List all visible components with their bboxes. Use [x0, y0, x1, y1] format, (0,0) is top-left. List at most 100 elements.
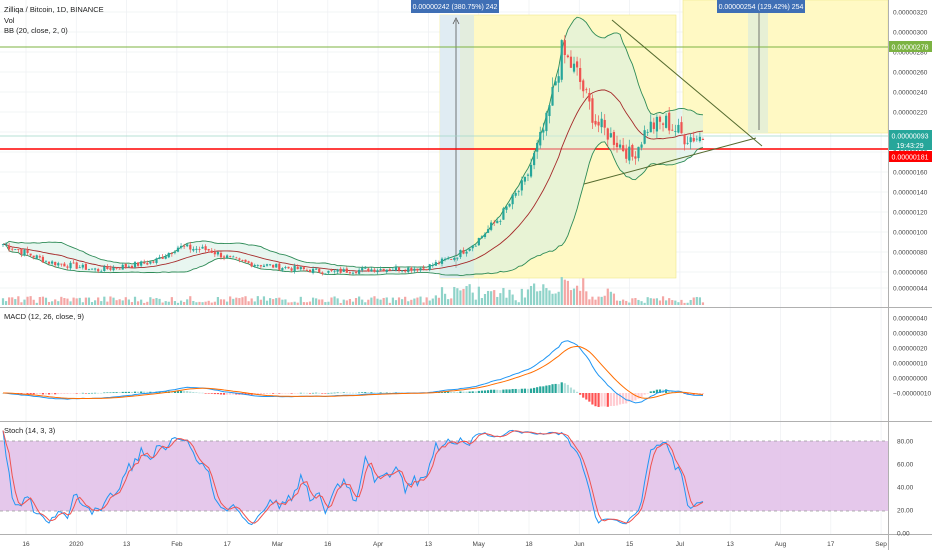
macd-histogram-bar: [646, 393, 649, 394]
price-tag-green-text: 0.00000278: [892, 45, 929, 52]
stoch-d-line: [2, 430, 704, 524]
volume-bar: [140, 299, 143, 305]
volume-bar: [523, 297, 526, 305]
macd-histogram-bar: [668, 390, 671, 393]
macd-histogram-bar: [66, 393, 69, 394]
macd-histogram-bar: [536, 387, 539, 393]
candle-body: [689, 137, 692, 143]
volume-bar: [29, 296, 32, 305]
volume-bar: [124, 297, 127, 305]
macd-histogram-bar: [130, 391, 134, 393]
candle-body: [588, 92, 591, 102]
macd-axis[interactable]: 0.00000040 0.00000030 0.00000020 0.00000010…: [893, 316, 932, 398]
candle-body: [201, 246, 204, 249]
macd-histogram-bar: [204, 393, 207, 394]
macd-histogram-bar: [278, 393, 281, 394]
volume-bar: [109, 296, 112, 305]
candle-body: [17, 249, 20, 250]
candle-body: [382, 268, 385, 272]
candle-body: [468, 248, 471, 251]
volume-bar: [342, 299, 345, 305]
candle-body: [256, 265, 259, 266]
macd-histogram-bar: [100, 392, 103, 394]
candle-body: [299, 267, 302, 270]
candle-body: [437, 262, 441, 264]
volume-bar: [545, 288, 548, 305]
time-axis[interactable]: 16 2020 13 Feb 17 Mar 16 Apr 13 May 18 Jun 15 Jul 13 Au…: [22, 541, 887, 548]
bb-legend: BB (20, close, 2, 0): [4, 26, 68, 35]
volume-bar: [106, 301, 109, 305]
volume-bar: [81, 302, 84, 305]
macd-legend: MACD (12, 26, close, 9): [4, 312, 85, 321]
candle-body: [502, 208, 505, 220]
volume-bar: [536, 291, 539, 305]
volume-bar: [686, 302, 689, 305]
candle-body: [661, 123, 665, 125]
volume-bar: [268, 298, 272, 305]
volume-bar: [701, 302, 705, 305]
macd-histogram-bar: [183, 390, 186, 393]
volume-bar: [376, 298, 379, 305]
price-axis-label: 0.00000300: [893, 30, 928, 37]
volume-bar: [11, 297, 14, 305]
candle-body: [566, 55, 569, 58]
macd-histogram-bar: [198, 392, 201, 394]
time-axis-label: 17: [224, 541, 232, 548]
volume-bar: [143, 302, 146, 305]
macd-histogram-bar: [44, 393, 48, 395]
candle-body: [54, 261, 57, 266]
macd-histogram-bar: [367, 392, 370, 393]
volume-bar: [94, 300, 97, 305]
candle-body: [11, 248, 14, 250]
macd-histogram-bar: [219, 393, 223, 395]
volume-bar: [41, 296, 45, 305]
volume-bar: [440, 287, 444, 305]
macd-histogram-bar: [293, 393, 296, 394]
candle-body: [290, 268, 293, 271]
volume-bar: [370, 297, 373, 305]
volume-bar: [327, 301, 330, 305]
macd-histogram-bar: [133, 391, 137, 393]
volume-bar: [674, 300, 677, 305]
macd-histogram-bar: [634, 393, 637, 401]
stoch-axis[interactable]: 80.00 60.00 40.00 20.00 0.00: [897, 439, 914, 538]
macd-histogram-bar: [603, 393, 606, 407]
volume-bar: [4, 301, 8, 305]
volume-bar: [585, 291, 588, 305]
trendlines[interactable]: [583, 19, 763, 185]
candle-body: [51, 261, 54, 264]
measure-tool-2[interactable]: [682, 0, 889, 134]
candle-body: [625, 149, 628, 159]
volume-bar: [63, 298, 66, 305]
candle-body: [140, 261, 143, 266]
macd-histogram-bar: [330, 392, 333, 394]
candle-body: [514, 192, 517, 196]
candle-body: [262, 265, 266, 268]
macd-histogram-bar: [370, 392, 373, 393]
volume-bar: [575, 285, 579, 305]
volume-bar: [133, 296, 137, 305]
candle-body: [410, 268, 413, 271]
candle-body: [563, 40, 566, 56]
candle-body: [579, 68, 582, 82]
volume-bar: [557, 291, 560, 305]
candle-body: [84, 263, 87, 270]
bb-band-fill: [3, 17, 703, 276]
candle-body: [281, 268, 284, 271]
volume-bar: [689, 299, 692, 305]
candle-body: [416, 268, 419, 271]
macd-histogram-bar: [364, 392, 367, 393]
volume-bar: [207, 300, 210, 305]
volume-bar: [315, 298, 318, 305]
stoch-axis-label: 0.00: [897, 531, 910, 538]
volume-bar: [158, 298, 161, 305]
macd-histogram-bar: [388, 392, 391, 394]
macd-histogram-bar: [523, 388, 526, 393]
volume-bar: [213, 301, 216, 305]
candle-body: [26, 249, 29, 253]
volume-bar: [450, 298, 453, 305]
volume-bar: [90, 302, 94, 305]
volume-bar: [511, 294, 514, 305]
stoch-band: [0, 441, 888, 511]
